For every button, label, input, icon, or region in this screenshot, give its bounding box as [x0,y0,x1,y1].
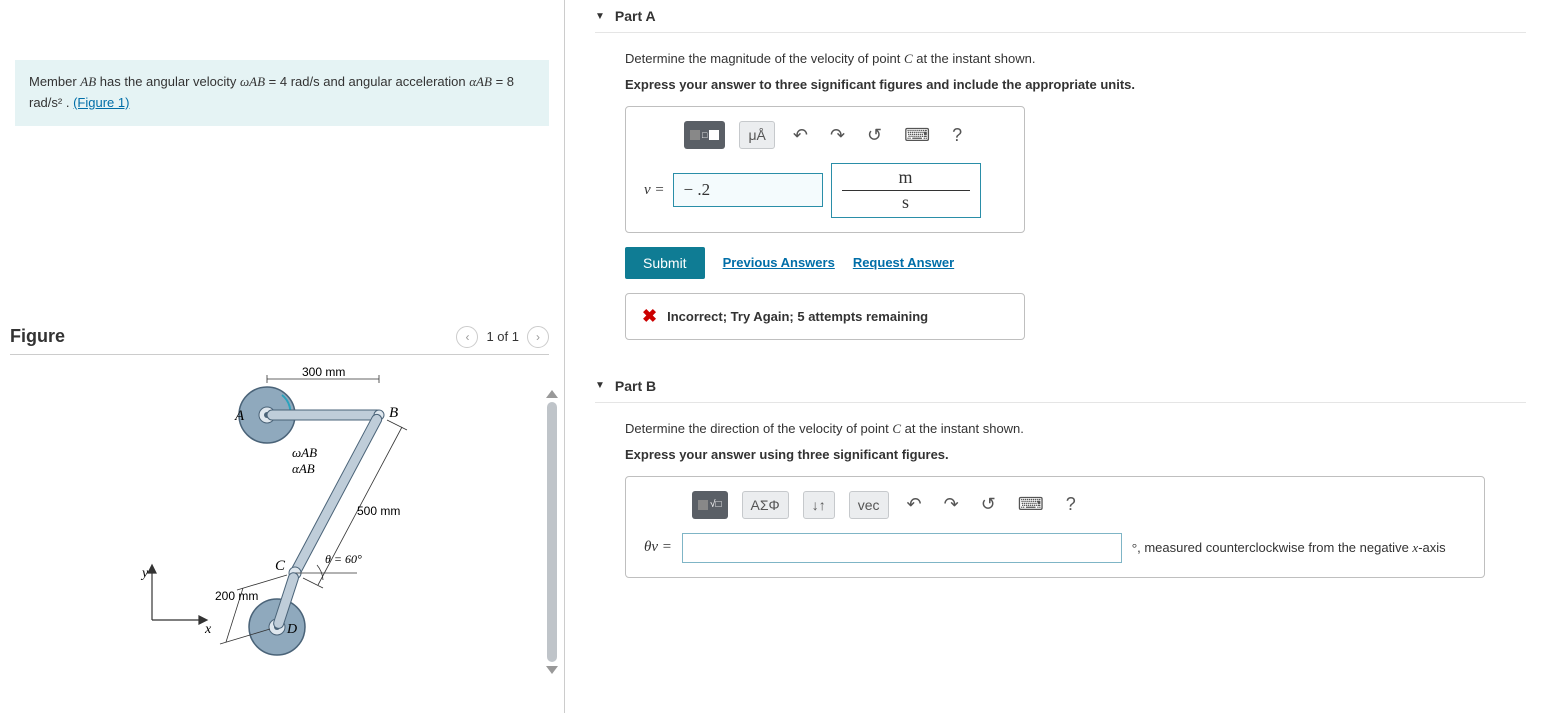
part-a-header[interactable]: ▼ Part A [595,0,1526,33]
svg-text:ωAB: ωAB [292,445,317,460]
undo-button[interactable]: ↶ [903,494,926,515]
units-input[interactable]: m s [831,163,981,218]
svg-text:300 mm: 300 mm [302,365,345,379]
unit-denominator: s [842,191,970,213]
svg-text:x: x [204,622,212,637]
variable-theta-label: θv = [644,539,672,556]
reset-button[interactable]: ↺ [977,494,1000,515]
text: and angular acceleration [320,74,470,89]
svg-text:θ = 60°: θ = 60° [325,552,362,566]
figure-heading: Figure [10,326,65,347]
scroll-down-icon[interactable] [546,666,558,674]
units-mu-button[interactable]: μÅ [739,121,774,149]
redo-button[interactable]: ↷ [826,125,849,146]
alpha-symbol: αAB [469,74,492,89]
request-answer-link[interactable]: Request Answer [853,255,954,270]
feedback-box: ✖ Incorrect; Try Again; 5 attempts remai… [625,293,1025,340]
figure-scrollbar[interactable] [546,390,558,680]
figure-link[interactable]: (Figure 1) [73,95,129,110]
svg-text:A: A [234,408,245,424]
part-a-title: Part A [615,8,656,24]
variable-v-label: v = [644,182,665,199]
svg-text:B: B [389,405,398,421]
part-a-answer-box: □ μÅ ↶ ↷ ↺ ⌨ ? v = − .2 m s [625,106,1025,233]
theta-input[interactable] [682,533,1122,563]
problem-statement: Member AB has the angular velocity ωAB =… [15,60,549,126]
scroll-up-icon[interactable] [546,390,558,398]
value-input[interactable]: − .2 [673,173,823,207]
figure-page-label: 1 of 1 [486,329,519,344]
keyboard-button[interactable]: ⌨ [1014,494,1048,515]
part-a-instruction: Express your answer to three significant… [625,77,1526,92]
svg-text:C: C [275,558,286,574]
part-b-title: Part B [615,378,656,394]
omega-symbol: ωAB [240,74,265,89]
text: Member [29,74,80,89]
figure-diagram: y x A B 300 mm [15,365,549,665]
help-button[interactable]: ? [948,125,966,146]
answer-suffix: °, measured counterclockwise from the ne… [1132,540,1446,556]
scripts-button[interactable]: ↓↑ [803,491,835,519]
help-button[interactable]: ? [1062,494,1080,515]
part-b-prompt: Determine the direction of the velocity … [625,421,1526,437]
collapse-icon: ▼ [595,380,605,391]
svg-text:D: D [286,622,297,637]
collapse-icon: ▼ [595,11,605,22]
svg-text:y: y [140,566,149,581]
member-ab: AB [80,74,96,89]
reset-button[interactable]: ↺ [863,125,886,146]
greek-button[interactable]: ΑΣΦ [742,491,789,519]
submit-button[interactable]: Submit [625,247,705,279]
template-button[interactable]: □ [684,121,725,149]
keyboard-button[interactable]: ⌨ [900,125,934,146]
part-b-instruction: Express your answer using three signific… [625,447,1526,462]
part-b-answer-box: √□ ΑΣΦ ↓↑ vec ↶ ↷ ↺ ⌨ ? θv = °, measured… [625,476,1485,578]
undo-button[interactable]: ↶ [789,125,812,146]
svg-text:αAB: αAB [292,461,315,476]
part-b-header[interactable]: ▼ Part B [595,370,1526,403]
figure-prev-button[interactable]: ‹ [456,326,478,348]
svg-text:500 mm: 500 mm [357,504,400,518]
scroll-track[interactable] [547,402,557,662]
part-a-prompt: Determine the magnitude of the velocity … [625,51,1526,67]
svg-text:200 mm: 200 mm [215,589,258,603]
vec-button[interactable]: vec [849,491,889,519]
error-icon: ✖ [642,306,657,327]
text: has the angular velocity [96,74,240,89]
unit-numerator: m [842,168,970,191]
redo-button[interactable]: ↷ [940,494,963,515]
template-button[interactable]: √□ [692,491,728,519]
previous-answers-link[interactable]: Previous Answers [723,255,835,270]
text: . [62,95,73,110]
feedback-message: Incorrect; Try Again; 5 attempts remaini… [667,309,928,324]
figure-next-button[interactable]: › [527,326,549,348]
omega-value: = 4 rad/s [265,74,320,89]
